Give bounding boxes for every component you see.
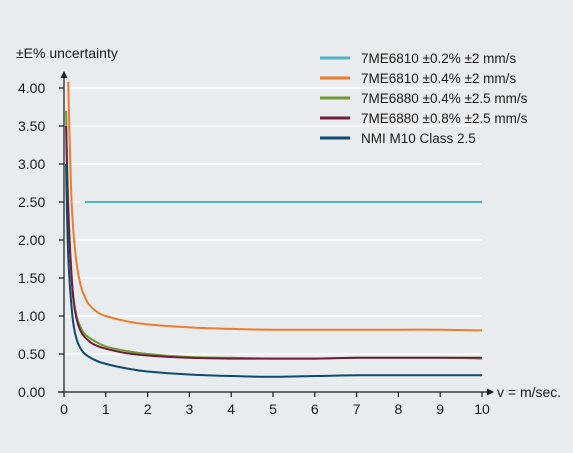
tick-labels: 0.00 0.50 1.00 1.50 2.00 2.50 3.00 3.50 4.00 0 1 2 3… bbox=[18, 80, 490, 417]
y-tick-label-5: 2.50 bbox=[18, 194, 45, 210]
legend-label-0: 7ME6810 ±0.2% ±2 mm/s bbox=[361, 51, 516, 66]
y-tick-label-8: 4.00 bbox=[18, 80, 45, 96]
x-tick-label-6: 6 bbox=[311, 401, 319, 417]
x-tick-label-10: 10 bbox=[474, 401, 490, 417]
y-tick-label-1: 0.50 bbox=[18, 346, 45, 362]
legend-label-2: 7ME6880 ±0.4% ±2.5 mm/s bbox=[361, 91, 528, 106]
x-tick-label-5: 5 bbox=[269, 401, 277, 417]
y-tick-label-7: 3.50 bbox=[18, 118, 45, 134]
y-tick-label-2: 1.00 bbox=[18, 308, 45, 324]
series-line-1 bbox=[67, 81, 483, 332]
legend: 7ME6810 ±0.2% ±2 mm/s 7ME6810 ±0.4% ±2 mm… bbox=[320, 51, 528, 146]
y-axis-arrow-icon bbox=[60, 71, 68, 78]
x-tick-label-9: 9 bbox=[436, 401, 444, 417]
series-lines bbox=[65, 81, 483, 378]
x-tick-label-1: 1 bbox=[102, 401, 110, 417]
x-tick-label-4: 4 bbox=[227, 401, 235, 417]
y-axis-label: ±E% uncertainty bbox=[16, 45, 118, 61]
x-tick-label-3: 3 bbox=[186, 401, 194, 417]
x-tick-label-2: 2 bbox=[144, 401, 152, 417]
y-tick-label-0: 0.00 bbox=[18, 384, 45, 400]
y-tick-label-6: 3.00 bbox=[18, 156, 45, 172]
gridlines bbox=[64, 87, 482, 355]
legend-label-1: 7ME6810 ±0.4% ±2 mm/s bbox=[361, 71, 516, 86]
legend-label-4: NMI M10 Class 2.5 bbox=[361, 131, 476, 146]
x-tick-label-7: 7 bbox=[353, 401, 361, 417]
x-axis-label: v = m/sec. bbox=[497, 384, 561, 400]
x-tick-label-0: 0 bbox=[60, 401, 68, 417]
x-tick-label-8: 8 bbox=[395, 401, 403, 417]
x-axis-arrow-icon bbox=[487, 388, 494, 396]
series-line-4 bbox=[65, 163, 482, 378]
axes bbox=[58, 71, 494, 397]
y-tick-label-3: 1.50 bbox=[18, 270, 45, 286]
y-tick-label-4: 2.00 bbox=[18, 232, 45, 248]
series-line-3 bbox=[65, 125, 482, 360]
legend-label-3: 7ME6880 ±0.8% ±2.5 mm/s bbox=[361, 111, 528, 126]
